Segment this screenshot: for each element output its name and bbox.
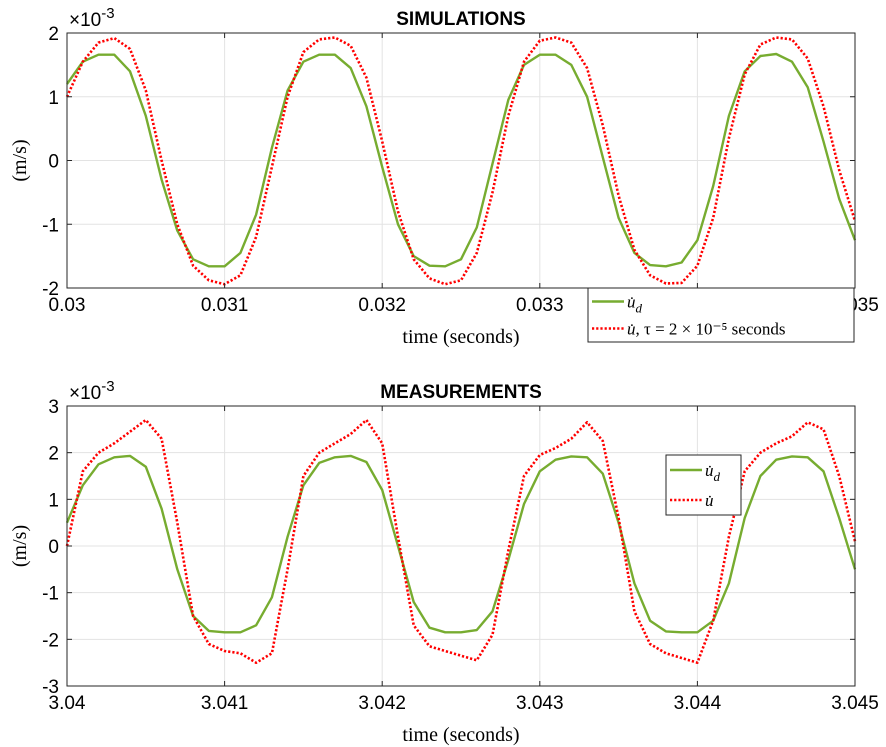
chart-panel-2: 3.04 3.041 3.042 3.043 3.044 3.045 -3 -2 -1 0 1 2 3 ×… xyxy=(9,378,879,746)
legend-entry-1: u̇d xyxy=(627,293,643,316)
legend-label-sub: d xyxy=(636,301,643,316)
legend-label-main: u̇ xyxy=(627,320,636,339)
y-exponent-power: -3 xyxy=(101,378,114,395)
y-tick-label: -2 xyxy=(42,279,59,300)
legend-label-main: u̇ xyxy=(705,491,714,510)
y-tick-label: -2 xyxy=(42,630,59,651)
y-tick-label: 1 xyxy=(48,490,59,511)
y-tick-label: -3 xyxy=(42,677,59,698)
y-tick-label: -1 xyxy=(42,215,59,236)
x-tick-label: 0.03 xyxy=(49,295,86,316)
x-axis-label: time (seconds) xyxy=(402,724,519,746)
x-tick-label: 0.032 xyxy=(358,295,406,316)
x-axis-label: time (seconds) xyxy=(402,326,519,348)
y-tick-label: 0 xyxy=(48,537,59,558)
y-exponent-label: ×10-3 xyxy=(69,378,115,404)
chart-title: MEASUREMENTS xyxy=(380,382,542,403)
x-tick-label: 3.045 xyxy=(831,693,879,714)
y-axis-label: (m/s) xyxy=(9,525,31,567)
y-exponent-power: -3 xyxy=(101,5,114,22)
y-tick-label: -1 xyxy=(42,584,59,605)
x-tick-label: 0.031 xyxy=(201,295,249,316)
legend-entry-1: u̇d xyxy=(705,461,721,484)
x-tick-label: 3.041 xyxy=(201,693,249,714)
y-tick-label: 2 xyxy=(48,24,59,45)
legend: u̇du̇, τ = 2 × 10⁻⁵ seconds xyxy=(587,287,855,343)
y-tick-label: 3 xyxy=(48,397,59,418)
legend-label-rest: , τ = 2 × 10⁻⁵ seconds xyxy=(636,320,786,339)
x-tick-label: 3.044 xyxy=(674,693,722,714)
y-tick-label: 0 xyxy=(48,152,59,173)
legend-label-main: u̇ xyxy=(705,461,714,480)
y-exponent-label: ×10-3 xyxy=(69,5,115,31)
y-axis-label: (m/s) xyxy=(9,139,31,181)
chart-panel-1: 0.030.0310.0320.0330.0340.035-2-1012×10-… xyxy=(9,5,879,348)
legend: u̇du̇ xyxy=(665,454,742,516)
x-tick-label: 3.043 xyxy=(516,693,564,714)
series-line-2 xyxy=(65,36,857,286)
y-exponent-base: ×10 xyxy=(69,10,101,31)
chart-title: SIMULATIONS xyxy=(396,9,525,30)
y-tick-label: 1 xyxy=(48,88,59,109)
y-exponent-base: ×10 xyxy=(69,383,101,404)
legend-entry-2: u̇, τ = 2 × 10⁻⁵ seconds xyxy=(627,320,785,339)
x-tick-label: 3.04 xyxy=(49,693,86,714)
x-tick-label: 0.033 xyxy=(516,295,564,316)
series-line-1 xyxy=(66,52,857,268)
y-tick-label: 2 xyxy=(48,444,59,465)
legend-box xyxy=(587,287,855,343)
legend-label-main: u̇ xyxy=(627,293,636,312)
legend-entry-2: u̇ xyxy=(705,491,714,510)
legend-box xyxy=(665,454,742,516)
legend-label-sub: d xyxy=(714,469,721,484)
x-tick-label: 3.042 xyxy=(358,693,406,714)
series-line-1 xyxy=(65,454,857,634)
